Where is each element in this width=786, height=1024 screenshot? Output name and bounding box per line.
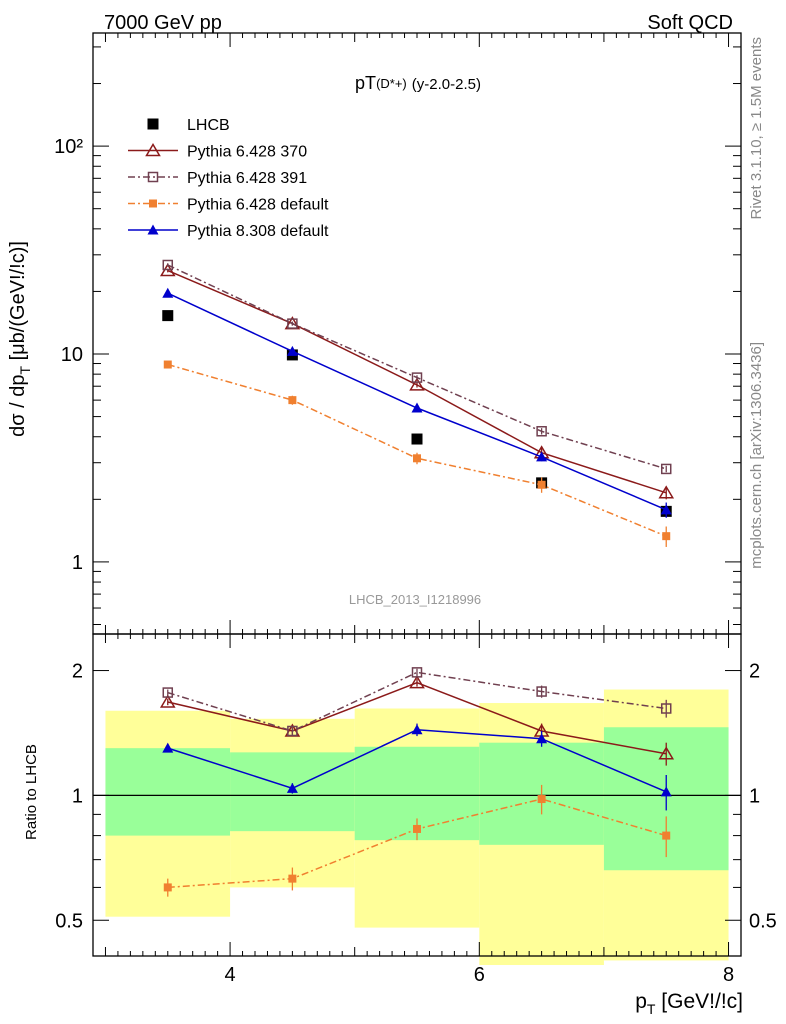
ratio-point-py6def-4 <box>662 831 671 840</box>
ratio-ytick-label-l-0: 0.5 <box>55 910 83 932</box>
main-point-py391-4 <box>660 463 672 475</box>
main-point-py6def-0 <box>163 360 172 369</box>
main-point-py6def-3 <box>537 480 546 489</box>
xlabel-part1: p <box>635 990 647 1013</box>
main-point-data-2 <box>411 433 423 445</box>
main-point-py8-3 <box>536 451 548 462</box>
ratio-point-py370-2 <box>409 675 425 689</box>
main-ylabel-part2: [μb/(GeV!/!c)] <box>7 241 29 366</box>
legend-label-py391: Pythia 6.428 391 <box>187 170 307 187</box>
legend: LHCB Pythia 6.428 370 Pythia 6.428 391 Pyth… <box>128 117 329 240</box>
ratio-ytick-label-l-1: 1 <box>72 785 83 807</box>
xlabel-sub: T <box>647 1001 656 1017</box>
ratio-series-py391 <box>162 667 672 737</box>
ratio-point-py391-4 <box>660 703 672 714</box>
main-ylabel-part1: dσ / dp <box>7 375 29 437</box>
ratio-xtick-label-0: 4 <box>225 964 236 986</box>
legend-item-py391: Pythia 6.428 391 <box>128 170 307 187</box>
ratio-point-py370-4 <box>658 746 675 760</box>
main-point-py391-2 <box>411 372 423 383</box>
main-ytick-label-0: 1 <box>72 552 83 574</box>
ratio-ytick-label-r-2: 2 <box>749 661 760 683</box>
main-point-py8-1 <box>286 345 298 356</box>
legend-item-py6def: Pythia 6.428 default <box>128 197 329 214</box>
ratio-point-py6def-2 <box>413 824 421 833</box>
ratio-point-py6def-1 <box>288 874 297 883</box>
ratio-point-py8-0 <box>162 742 174 753</box>
ratio-xtick-label-2: 8 <box>723 964 734 986</box>
main-line-py8 <box>167 292 667 511</box>
main-point-py391-1 <box>287 318 298 329</box>
source-label: mcplots.cern.ch [arXiv:1306.3436] <box>748 342 765 569</box>
main-point-py370-2 <box>409 377 425 391</box>
rivet-label: Rivet 3.1.10, ≥ 1.5M events <box>748 37 765 220</box>
legend-marker-py8 <box>147 224 159 235</box>
main-title: pT(D*+) (y-2.0-2.5) <box>355 73 481 93</box>
main-point-py8-0 <box>162 287 174 298</box>
band-inner-0 <box>105 748 231 836</box>
ratio-series-py6def <box>163 784 671 897</box>
ratio-line-py391 <box>167 671 667 732</box>
legend-item-data: LHCB <box>147 117 230 134</box>
main-point-py8-4 <box>660 504 672 515</box>
ratio-point-py8-4 <box>660 786 672 797</box>
legend-marker-py6def <box>149 199 157 208</box>
main-ylabel-sub: T <box>17 366 33 375</box>
legend-marker-data <box>147 118 159 130</box>
xlabel-part2: [GeV!/!c] <box>655 990 743 1013</box>
ratio-ytick-label-l-2: 2 <box>72 661 83 683</box>
ratio-point-py391-3 <box>536 686 547 697</box>
ratio-ylabel: Ratio to LHCB <box>23 744 40 840</box>
main-line-py6def <box>167 363 667 537</box>
ratio-point-py370-0 <box>159 694 176 708</box>
main-series-py6def <box>163 360 671 547</box>
main-series <box>159 259 675 547</box>
ratio-point-py8-1 <box>286 782 298 793</box>
main-point-py6def-4 <box>662 532 671 541</box>
legend-marker-py370 <box>145 143 161 157</box>
title-rest: (y-2.0-2.5) <box>412 76 481 93</box>
ratio-point-py391-0 <box>162 687 174 698</box>
ratio-ytick-label-r-0: 0.5 <box>749 910 777 932</box>
ratio-xtick-label-1: 6 <box>474 964 485 986</box>
main-point-py8-2 <box>411 402 423 413</box>
ratio-xlabel: pT [GeV!/!c] <box>635 990 743 1017</box>
main-point-py391-0 <box>162 259 174 271</box>
main-ytick-label-2: 10² <box>54 136 83 158</box>
ratio-point-py391-1 <box>287 725 298 737</box>
legend-label-py8: Pythia 8.308 default <box>187 223 329 240</box>
legend-item-py370: Pythia 6.428 370 <box>128 143 307 161</box>
main-series-py391 <box>162 259 672 475</box>
main-series-py8 <box>162 287 672 518</box>
legend-marker-py391 <box>147 171 159 183</box>
main-point-py6def-2 <box>413 454 421 463</box>
main-point-py370-4 <box>658 485 675 499</box>
legend-label-data: LHCB <box>187 117 230 134</box>
header-right: Soft QCD <box>647 12 733 34</box>
ratio-point-py6def-3 <box>537 795 546 804</box>
axes: 1 10 10² 0.5 0.5 1 1 2 2 4 6 8 <box>54 32 777 986</box>
header-left: 7000 GeV pp <box>104 12 222 34</box>
title-sub: (D*+) <box>376 76 407 91</box>
main-ytick-label-1: 10 <box>61 344 83 366</box>
ratio-series <box>159 667 675 897</box>
ratio-point-py6def-0 <box>163 883 172 892</box>
legend-item-py8: Pythia 8.308 default <box>128 223 329 240</box>
main-point-py6def-1 <box>288 396 297 405</box>
ratio-series-py8 <box>162 723 672 811</box>
main-ylabel: dσ / dpT [μb/(GeV!/!c)] <box>7 241 33 437</box>
main-point-py391-3 <box>536 426 547 437</box>
ratio-point-py391-2 <box>411 667 423 678</box>
ratio-point-py8-3 <box>536 733 548 744</box>
title-main: pT <box>355 73 376 93</box>
ratio-ytick-label-r-1: 1 <box>749 785 760 807</box>
main-point-data-0 <box>162 310 174 322</box>
main-series-data <box>162 310 672 517</box>
legend-label-py6def: Pythia 6.428 default <box>187 197 329 214</box>
watermark: LHCB_2013_I1218996 <box>349 592 481 607</box>
ratio-point-py8-2 <box>411 724 423 735</box>
legend-label-py370: Pythia 6.428 370 <box>187 144 307 161</box>
